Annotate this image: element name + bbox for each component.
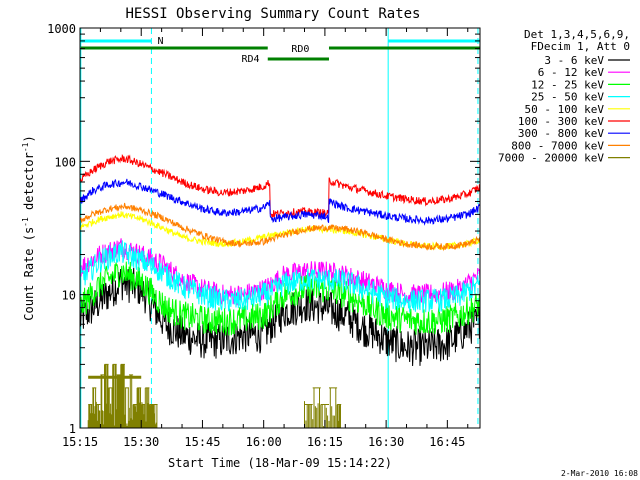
series-line-6: [79, 178, 481, 226]
series-7: [79, 202, 481, 252]
series-line-3: [79, 240, 481, 313]
top-bar-label-RD0: RD0: [291, 44, 309, 55]
series-8: [87, 363, 342, 428]
legend-header-2: FDecim 1, Att 0: [531, 40, 630, 53]
legend-label-2: 12 - 25 keV: [531, 78, 604, 91]
x-tick-label-6: 16:45: [429, 435, 465, 449]
series-5: [79, 153, 481, 219]
x-axis-label: Start Time (18-Mar-09 15:14:22): [168, 456, 392, 470]
y-tick-label-0: 1: [69, 422, 76, 436]
y-axis-label-sup1: -1: [21, 217, 30, 227]
series-line-8: [87, 363, 342, 428]
timestamp: 2-Mar-2010 16:08: [561, 469, 638, 478]
x-tick-label-3: 16:00: [246, 435, 282, 449]
x-axis: 15:15 15:30 15:45 16:00 16:15 16:30 16:45: [62, 28, 469, 449]
x-tick-label-2: 15:45: [184, 435, 220, 449]
series-line-5: [79, 153, 481, 219]
y-axis-label-main: Count Rate (s: [22, 227, 36, 321]
series-6: [79, 178, 481, 226]
legend-label-0: 3 - 6 keV: [544, 54, 604, 67]
legend-label-6: 300 - 800 keV: [518, 127, 604, 140]
legend: Det 1,3,4,5,6,9, FDecim 1, Att 0 3 - 6 k…: [498, 28, 630, 165]
y-axis-label-mid: detector: [22, 152, 36, 217]
legend-label-1: 6 - 12 keV: [538, 66, 605, 79]
series-3: [79, 240, 481, 313]
x-tick-label-5: 16:30: [368, 435, 404, 449]
series-1: [79, 238, 481, 306]
y-tick-label-2: 100: [54, 155, 76, 169]
y-axis-label: Count Rate (s-1 detector-1): [21, 135, 36, 320]
legend-label-4: 50 - 100 keV: [525, 103, 605, 116]
legend-header-1: Det 1,3,4,5,6,9,: [524, 28, 630, 41]
legend-label-5: 100 - 300 keV: [518, 115, 604, 128]
plot-area: N RD0 RD4: [79, 28, 481, 428]
y-tick-label-1: 10: [62, 289, 76, 303]
top-bar-label-RD4: RD4: [242, 54, 260, 65]
series-2: [79, 261, 481, 336]
y-axis: 1 10 100 1000: [47, 22, 480, 436]
legend-label-3: 25 - 50 keV: [531, 91, 604, 104]
legend-label-8: 7000 - 20000 keV: [498, 152, 604, 165]
x-tick-label-4: 16:15: [307, 435, 343, 449]
series-line-1: [79, 238, 481, 306]
svg-text:Count Rate (s-1 detector-1): Count Rate (s-1 detector-1): [21, 135, 36, 320]
y-axis-label-sup2: -1: [21, 142, 30, 152]
series-line-7: [79, 202, 481, 252]
top-bar-label-N: N: [158, 36, 164, 47]
x-tick-label-0: 15:15: [62, 435, 98, 449]
legend-label-7: 800 - 7000 keV: [511, 139, 604, 152]
series-line-2: [79, 261, 481, 336]
y-axis-label-end: ): [22, 135, 36, 142]
chart-title: HESSI Observing Summary Count Rates: [125, 6, 420, 22]
x-tick-label-1: 15:30: [123, 435, 159, 449]
y-tick-label-3: 1000: [47, 22, 76, 36]
plot-frame: [79, 27, 481, 429]
